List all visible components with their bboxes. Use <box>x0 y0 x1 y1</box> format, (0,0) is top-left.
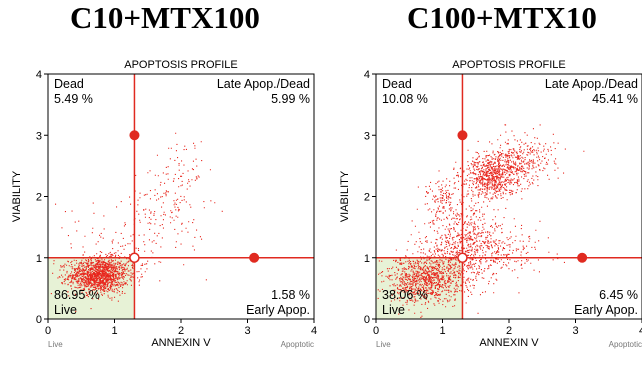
x-tick-label: 3 <box>572 325 578 337</box>
quadrant-bottom-left-value: 38.06 % <box>382 288 428 302</box>
y-tick-label: 0 <box>364 314 370 326</box>
y-tick-label: 1 <box>36 253 42 265</box>
gate-handle-top <box>129 130 140 141</box>
scatter-plot-right: APOPTOSIS PROFILE 0 1 2 3 4 0 1 2 3 4 ANNEXIN V VIAB… <box>339 59 642 349</box>
panel-title-left: C10+MTX100 <box>70 0 260 35</box>
panel-header: APOPTOSIS PROFILE <box>452 59 566 71</box>
y-tick-label: 2 <box>364 192 370 204</box>
y-tick-label: 3 <box>36 130 42 142</box>
y-axis-label: VIABILITY <box>11 170 23 222</box>
quadrant-top-left-value: 10.08 % <box>382 92 428 106</box>
y-axis-label: VIABILITY <box>339 170 351 222</box>
gate-handle-right <box>577 252 588 263</box>
y-tick-label: 4 <box>36 69 42 81</box>
y-tick-label: 0 <box>36 314 42 326</box>
panel-title-right: C100+MTX10 <box>407 0 597 35</box>
quadrant-bottom-right-value: 1.58 % <box>271 288 310 302</box>
x-tick-label: 0 <box>373 325 379 337</box>
y-tick-label: 4 <box>364 69 370 81</box>
quadrant-bottom-right-name: Early Apop. <box>246 303 310 317</box>
x-axis-left-note: Live <box>376 340 391 349</box>
quadrant-top-left-name: Dead <box>382 77 412 91</box>
quadrant-top-right-name: Late Apop./Dead <box>217 77 310 91</box>
quadrant-bottom-left-name: Live <box>54 303 77 317</box>
quadrant-top-right-value: 5.99 % <box>271 92 310 106</box>
gate-handle-right <box>249 252 260 263</box>
x-tick-label: 4 <box>639 325 642 337</box>
gate-handle-center <box>129 252 140 263</box>
y-tick-label: 2 <box>36 192 42 204</box>
x-tick-label: 3 <box>244 325 250 337</box>
quadrant-bottom-left-name: Live <box>382 303 405 317</box>
x-tick-label: 1 <box>111 325 117 337</box>
gate-handle-center <box>457 252 468 263</box>
quadrant-top-left-name: Dead <box>54 77 84 91</box>
data-points <box>50 132 223 312</box>
panel-header: APOPTOSIS PROFILE <box>124 59 238 71</box>
x-axis-label: ANNEXIN V <box>479 337 539 349</box>
x-tick-label: 4 <box>311 325 317 337</box>
y-tick-label: 1 <box>364 253 370 265</box>
quadrant-top-right-value: 45.41 % <box>592 92 638 106</box>
x-tick-label: 0 <box>45 325 51 337</box>
x-tick-label: 2 <box>178 325 184 337</box>
gate-handle-top <box>457 130 468 141</box>
y-tick-label: 3 <box>364 130 370 142</box>
quadrant-bottom-right-name: Early Apop. <box>574 303 638 317</box>
x-axis-right-note: Apoptotic <box>281 340 314 349</box>
quadrant-bottom-left-value: 86.95 % <box>54 288 100 302</box>
x-axis-right-note: Apoptotic <box>609 340 642 349</box>
x-tick-label: 1 <box>439 325 445 337</box>
quadrant-top-right-name: Late Apop./Dead <box>545 77 638 91</box>
x-tick-label: 2 <box>506 325 512 337</box>
quadrant-top-left-value: 5.49 % <box>54 92 93 106</box>
x-axis-left-note: Live <box>48 340 63 349</box>
quadrant-bottom-right-value: 6.45 % <box>599 288 638 302</box>
x-axis-label: ANNEXIN V <box>151 337 211 349</box>
scatter-plot-left: APOPTOSIS PROFILE 0 1 2 3 4 0 1 2 3 4 ANNEXIN V VIAB… <box>11 59 317 349</box>
